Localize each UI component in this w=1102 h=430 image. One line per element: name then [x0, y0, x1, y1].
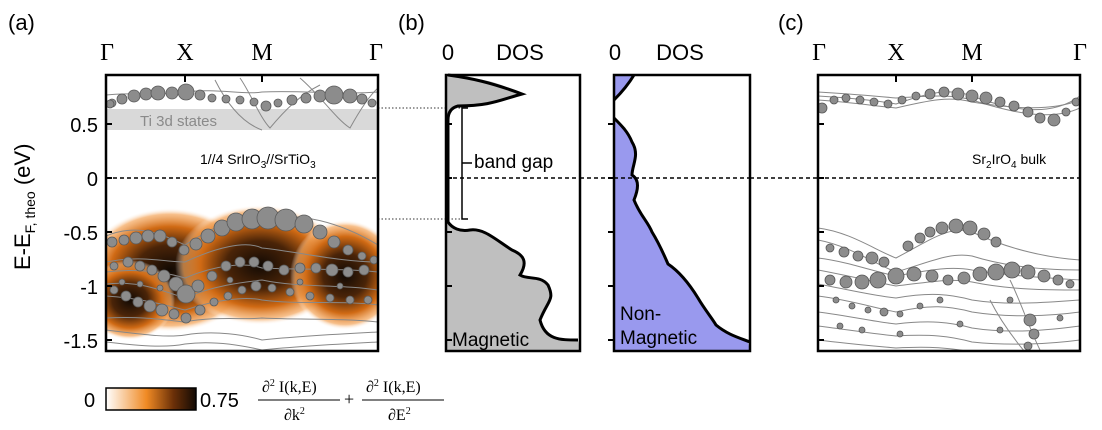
- panel-b: (b) 0 DOS band gap Magnetic 0 DOS Non-: [398, 10, 818, 353]
- system-label: 1//4 SrIrO3//SrTiO3: [200, 151, 316, 171]
- nonmag-label-2: Magnetic: [620, 328, 697, 349]
- colorbar-gradient: [105, 387, 197, 411]
- ytick-m1: -1: [80, 277, 98, 299]
- band-lines-c: [818, 91, 1080, 351]
- panel-c-frame: [816, 73, 1082, 353]
- svg-text:E-EF, theo (eV): E-EF, theo (eV): [10, 144, 38, 270]
- kpoint-m-c: M: [961, 40, 982, 66]
- panel-c-label: (c): [778, 10, 804, 35]
- band-markers-c: [818, 86, 1080, 351]
- dos-title-left: DOS: [496, 40, 544, 65]
- svg-text:∂k2: ∂k2: [284, 406, 305, 424]
- magnetic-label: Magnetic: [452, 330, 529, 351]
- kpoint-gamma-c2: Γ: [1073, 40, 1087, 66]
- ytick-m1p5: -1.5: [64, 331, 98, 353]
- ytick-m0p5: -0.5: [64, 223, 98, 245]
- kpoint-gamma-a2: Γ: [369, 40, 383, 66]
- kpoint-m-a: M: [251, 40, 272, 66]
- panel-a-frame: [104, 73, 380, 353]
- kpoint-x-c: X: [887, 40, 904, 66]
- panel-b-label: (b): [398, 10, 425, 35]
- panel-a: (a) Γ X M Γ E-EF, theo (eV) 0.5 0 -0.5 -…: [8, 10, 460, 353]
- dos-title-right: DOS: [656, 40, 704, 65]
- ti-3d-label: Ti 3d states: [140, 113, 217, 130]
- kpoint-gamma-c1: Γ: [812, 40, 826, 66]
- svg-text:+: +: [344, 389, 354, 409]
- dos-magnetic-fill: [446, 75, 580, 351]
- kpoint-x-a: X: [176, 40, 193, 66]
- colorbar: 0 0.75 ∂2 I(k,E) ∂k2 + ∂2 I(k,E) ∂E2: [84, 378, 444, 424]
- ti-3d-band: [106, 109, 378, 130]
- dos-zero-right: 0: [609, 40, 621, 65]
- dos-nonmag-fill: [614, 75, 750, 351]
- panel-a-label: (a): [8, 10, 35, 35]
- band-gap-label: band gap: [474, 152, 553, 173]
- svg-text:∂E2: ∂E2: [388, 406, 411, 424]
- dos-magnetic-frame: [444, 73, 582, 353]
- panel-c-ticks: [818, 75, 973, 341]
- dos-nonmag-curve: [612, 74, 751, 344]
- panel-a-ticks: [106, 75, 263, 341]
- colorbar-formula: ∂2 I(k,E) ∂k2 + ∂2 I(k,E) ∂E2: [258, 378, 444, 424]
- ytick-0p5: 0.5: [70, 115, 98, 137]
- colorbar-max: 0.75: [200, 390, 239, 412]
- dos-magnetic-curve: [446, 73, 579, 342]
- dos-zero-left: 0: [442, 40, 454, 65]
- dos-nonmag-frame: [612, 73, 752, 353]
- y-axis-label: E-EF, theo (eV): [10, 144, 38, 270]
- panel-c: (c) Γ X M Γ: [778, 10, 1087, 353]
- kpoint-gamma-a1: Γ: [100, 40, 114, 66]
- svg-text:∂2 I(k,E): ∂2 I(k,E): [262, 378, 317, 396]
- svg-text:∂2 I(k,E): ∂2 I(k,E): [366, 378, 421, 396]
- nonmag-label-1: Non-: [620, 304, 661, 325]
- bulk-label: Sr2IrO4 bulk: [972, 151, 1047, 171]
- band-markers-a: [106, 83, 378, 324]
- colorbar-min: 0: [84, 390, 95, 412]
- ytick-0: 0: [87, 169, 98, 191]
